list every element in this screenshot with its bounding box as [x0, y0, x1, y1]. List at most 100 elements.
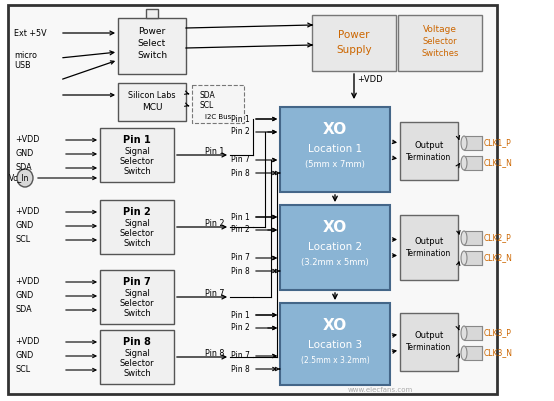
Bar [400, 313, 458, 371]
Bar [464, 251, 482, 265]
Text: GND: GND [15, 221, 33, 231]
Ellipse shape [461, 346, 467, 360]
Text: Selector: Selector [120, 300, 155, 308]
Text: Pin 8: Pin 8 [231, 168, 250, 178]
Text: Pin 7: Pin 7 [231, 253, 250, 263]
Text: XO: XO [323, 318, 347, 332]
Text: Vc_In: Vc_In [9, 174, 29, 182]
Bar [464, 231, 482, 245]
Text: Power: Power [138, 28, 166, 36]
Text: Output: Output [414, 140, 444, 150]
Text: SDA: SDA [15, 164, 32, 172]
Text: +VDD: +VDD [15, 338, 39, 346]
Text: Supply: Supply [336, 45, 372, 55]
Text: Switch: Switch [123, 168, 151, 176]
Ellipse shape [461, 231, 467, 245]
Text: (2.5mm x 3.2mm): (2.5mm x 3.2mm) [301, 356, 370, 365]
Text: Ext +5V: Ext +5V [14, 28, 47, 38]
Bar [400, 122, 458, 180]
Text: I2C Bus: I2C Bus [205, 114, 231, 120]
Text: micro: micro [14, 51, 37, 61]
Text: CLK1_N: CLK1_N [484, 158, 513, 168]
Bar [8, 5, 497, 394]
Text: CLK3_N: CLK3_N [484, 348, 513, 358]
Text: Location 1: Location 1 [308, 144, 362, 154]
Text: +VDD: +VDD [357, 75, 383, 83]
Text: +VDD: +VDD [15, 136, 39, 144]
Text: CLK2_N: CLK2_N [484, 253, 513, 263]
Text: Pin 2: Pin 2 [123, 207, 151, 217]
Text: Pin 1: Pin 1 [231, 310, 250, 320]
Text: www.elecfans.com: www.elecfans.com [347, 387, 413, 393]
Text: Power: Power [338, 30, 370, 40]
Text: Pin 2: Pin 2 [231, 128, 250, 136]
Text: SCL: SCL [15, 365, 30, 375]
Text: CLK3_P: CLK3_P [484, 328, 512, 338]
Ellipse shape [461, 136, 467, 150]
Text: XO: XO [323, 122, 347, 136]
Text: Signal: Signal [124, 219, 150, 229]
Text: SDA: SDA [200, 91, 216, 99]
Bar [280, 303, 390, 385]
Ellipse shape [461, 156, 467, 170]
Text: Pin 8: Pin 8 [231, 365, 250, 373]
Bar [280, 107, 390, 192]
Bar [464, 346, 482, 360]
Text: Pin 8: Pin 8 [123, 337, 151, 347]
Text: Pin 8: Pin 8 [231, 267, 250, 275]
Text: Silicon Labs: Silicon Labs [128, 91, 176, 101]
Text: Pin 1: Pin 1 [206, 146, 225, 156]
Text: Pin 1: Pin 1 [231, 115, 250, 124]
Text: Switch: Switch [123, 369, 151, 379]
Text: Termination: Termination [407, 344, 452, 352]
Text: SCL: SCL [15, 235, 30, 245]
Text: Switches: Switches [421, 49, 459, 59]
Bar [192, 85, 244, 123]
Text: Signal: Signal [124, 290, 150, 298]
Text: CLK1_P: CLK1_P [484, 138, 512, 148]
Text: Selector: Selector [120, 360, 155, 369]
Text: (3.2mm x 5mm): (3.2mm x 5mm) [301, 259, 369, 267]
Text: Pin 7: Pin 7 [231, 352, 250, 360]
Ellipse shape [461, 251, 467, 265]
Text: GND: GND [15, 292, 33, 300]
Text: Pin 1: Pin 1 [231, 213, 250, 221]
Bar [280, 205, 390, 290]
Text: Pin 1: Pin 1 [123, 135, 151, 145]
Text: GND: GND [15, 150, 33, 158]
Text: Pin 7: Pin 7 [231, 156, 250, 164]
Text: XO: XO [323, 219, 347, 235]
Text: SDA: SDA [15, 306, 32, 314]
Bar [100, 128, 174, 182]
Text: Switch: Switch [123, 310, 151, 318]
Text: +VDD: +VDD [15, 207, 39, 217]
Text: Location 2: Location 2 [308, 242, 362, 252]
Text: CLK2_P: CLK2_P [484, 233, 512, 243]
Text: Signal: Signal [124, 350, 150, 358]
Text: Selector: Selector [120, 229, 155, 239]
Bar [398, 15, 482, 71]
Bar [312, 15, 396, 71]
Text: Pin 2: Pin 2 [231, 225, 250, 235]
Bar [146, 9, 158, 18]
Text: SCL: SCL [200, 101, 214, 111]
Text: Location 3: Location 3 [308, 340, 362, 350]
Ellipse shape [17, 169, 33, 187]
Text: +VDD: +VDD [15, 277, 39, 286]
Text: Signal: Signal [124, 148, 150, 156]
Text: Switch: Switch [137, 51, 167, 61]
Bar [464, 326, 482, 340]
Text: Voltage: Voltage [423, 24, 457, 34]
Bar [118, 18, 186, 74]
Bar [100, 200, 174, 254]
Bar [118, 83, 186, 121]
Text: Select: Select [138, 40, 166, 49]
Text: GND: GND [15, 352, 33, 360]
Text: Output: Output [414, 332, 444, 340]
Bar [100, 330, 174, 384]
Bar [464, 156, 482, 170]
Text: Pin 7: Pin 7 [205, 288, 225, 298]
Bar [400, 215, 458, 280]
Text: Termination: Termination [407, 152, 452, 162]
Text: MCU: MCU [142, 103, 162, 113]
